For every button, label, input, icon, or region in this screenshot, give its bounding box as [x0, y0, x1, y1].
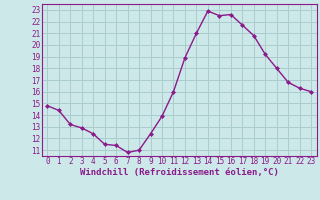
X-axis label: Windchill (Refroidissement éolien,°C): Windchill (Refroidissement éolien,°C): [80, 168, 279, 177]
